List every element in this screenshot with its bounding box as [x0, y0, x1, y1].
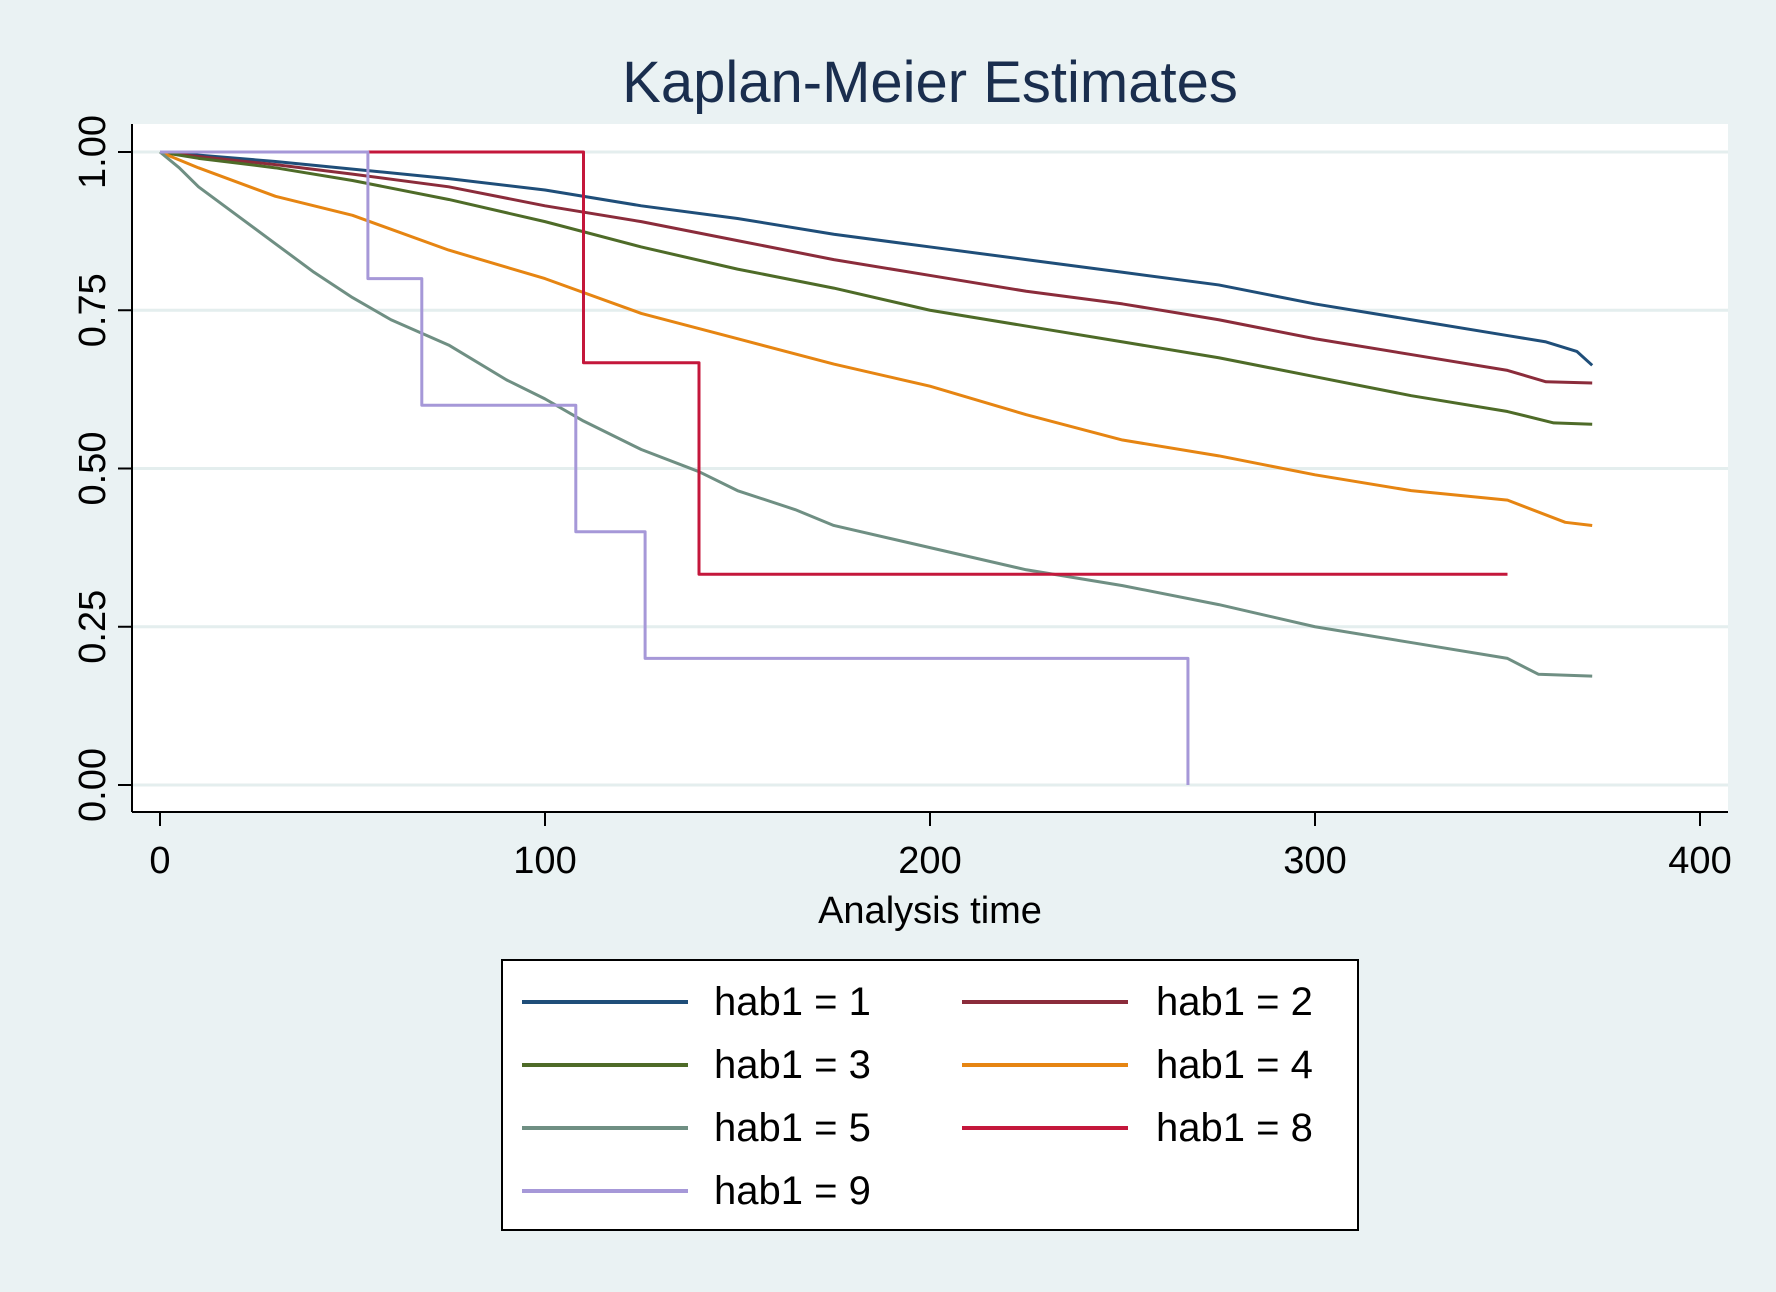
legend-label-3: hab1 = 3: [714, 1043, 871, 1087]
legend-label-1: hab1 = 1: [714, 980, 871, 1024]
series-line-1: [159, 150, 1594, 367]
legend: hab1 = 1 hab1 = 2 hab1 = 3 hab1 = 4 hab1 = 5…: [501, 959, 1359, 1231]
legend-label-2: hab1 = 2: [1156, 980, 1313, 1024]
series-line-6: [160, 150, 1508, 576]
chart-title: Kaplan-Meier Estimates: [622, 50, 1238, 115]
series-line-5: [159, 150, 1593, 678]
y-tick-label: 0.00: [72, 748, 114, 822]
series-lines: [159, 150, 1594, 785]
y-tick-label: 1.00: [72, 115, 114, 189]
y-tick-label: 0.75: [72, 273, 114, 347]
x-tick-label: 400: [1668, 840, 1731, 882]
x-tick-label: 0: [149, 840, 170, 882]
x-tick-label: 200: [898, 840, 961, 882]
x-axis: 0 100 200 300 400: [132, 811, 1732, 882]
x-tick-label: 100: [513, 840, 576, 882]
legend-label-5: hab1 = 5: [714, 1106, 871, 1150]
series-line-4: [159, 150, 1593, 527]
x-tick-label: 300: [1283, 840, 1346, 882]
legend-label-6: hab1 = 8: [1156, 1106, 1313, 1150]
legend-box: [501, 959, 1359, 1231]
series-line-7: [160, 150, 1190, 785]
x-axis-title: Analysis time: [818, 890, 1042, 932]
series-line-3: [159, 150, 1593, 426]
y-tick-label: 0.50: [72, 432, 114, 506]
y-axis: 0.00 0.25 0.50 0.75 1.00: [72, 115, 133, 822]
legend-label-4: hab1 = 4: [1156, 1043, 1313, 1087]
y-tick-label: 0.25: [72, 590, 114, 664]
legend-label-7: hab1 = 9: [714, 1169, 871, 1213]
series-line-2: [159, 150, 1593, 385]
